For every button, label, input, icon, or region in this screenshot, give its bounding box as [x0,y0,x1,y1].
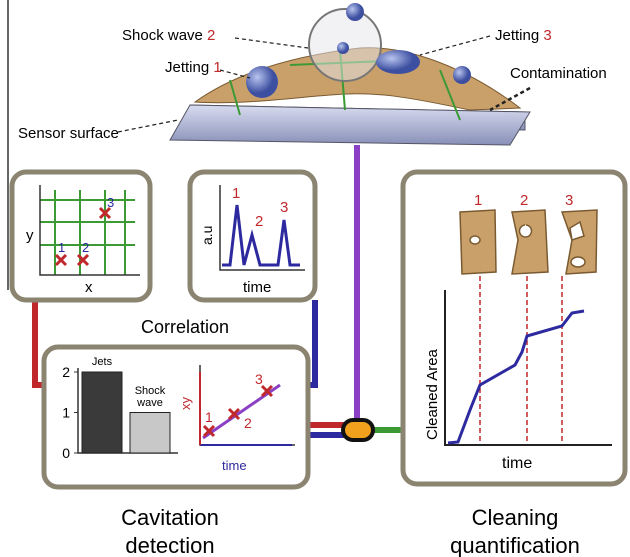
shape [235,38,308,48]
bubble [246,66,278,98]
label: Jetting [495,27,539,44]
label: Jetting 1 [165,59,222,76]
sensor-plate [170,105,530,145]
axis-label: x [85,279,93,296]
peak-label: 3 [280,199,288,216]
point-label: 2 [244,415,252,431]
point-label: 3 [255,371,263,387]
shape [420,36,490,55]
junction [343,420,373,440]
caption: detection [125,533,214,557]
axis-label: Cleaned Area [424,348,441,440]
caption: Cavitation [121,505,219,530]
axis-label: time [502,455,532,472]
image-label: 3 [565,192,573,209]
shape [571,257,585,267]
point-label: 1 [58,240,65,255]
bar [82,372,122,453]
label-number: 3 [543,27,551,44]
axis-label: y [26,227,34,244]
bubble [453,66,471,84]
axis-label: xy [178,397,193,411]
caption: quantification [450,533,580,557]
sample-images [460,210,597,274]
caption: Cleaning [472,505,559,530]
point-label: 2 [82,240,89,255]
axis-label: a.u [199,226,215,245]
image-label: 2 [520,192,528,209]
y-tick-label: 1 [62,405,70,421]
label: Contamination [510,65,607,82]
shape [470,236,480,244]
label-number: 2 [207,27,215,44]
label: Jetting 3 [495,27,552,44]
shape [520,225,532,237]
label: Shock wave [122,27,203,44]
peak-label: 2 [255,213,263,230]
label-number: 1 [213,59,221,76]
label: Sensor surface [18,125,119,142]
bubble [337,42,349,54]
point-label: 1 [205,409,213,425]
axis-label: time [243,279,271,296]
peak-label: 1 [232,185,240,202]
category-label: Jets [78,356,126,368]
diagram-canvas: Shock wave 2 Jetting 1 Jetting 3 Contami… [0,0,630,557]
bubble [376,50,420,74]
point-label: 3 [107,195,114,210]
image-label: 1 [474,192,482,209]
page: Shock wave 2 Jetting 1 Jetting 3 Contami… [0,0,630,557]
diagram: Shock wave 2 Jetting 1 Jetting 3 Contami… [0,0,630,557]
shape [512,210,548,274]
label: Shock wave 2 [122,27,215,44]
category-label: Shock wave [126,385,174,409]
axis-label: time [222,458,247,473]
y-tick-label: 2 [62,364,70,380]
y-tick-label: 0 [62,445,70,461]
caption: Correlation [141,317,229,337]
bubble [346,3,364,21]
label: Jetting [165,59,209,76]
bar [130,413,170,454]
shape [118,120,178,132]
